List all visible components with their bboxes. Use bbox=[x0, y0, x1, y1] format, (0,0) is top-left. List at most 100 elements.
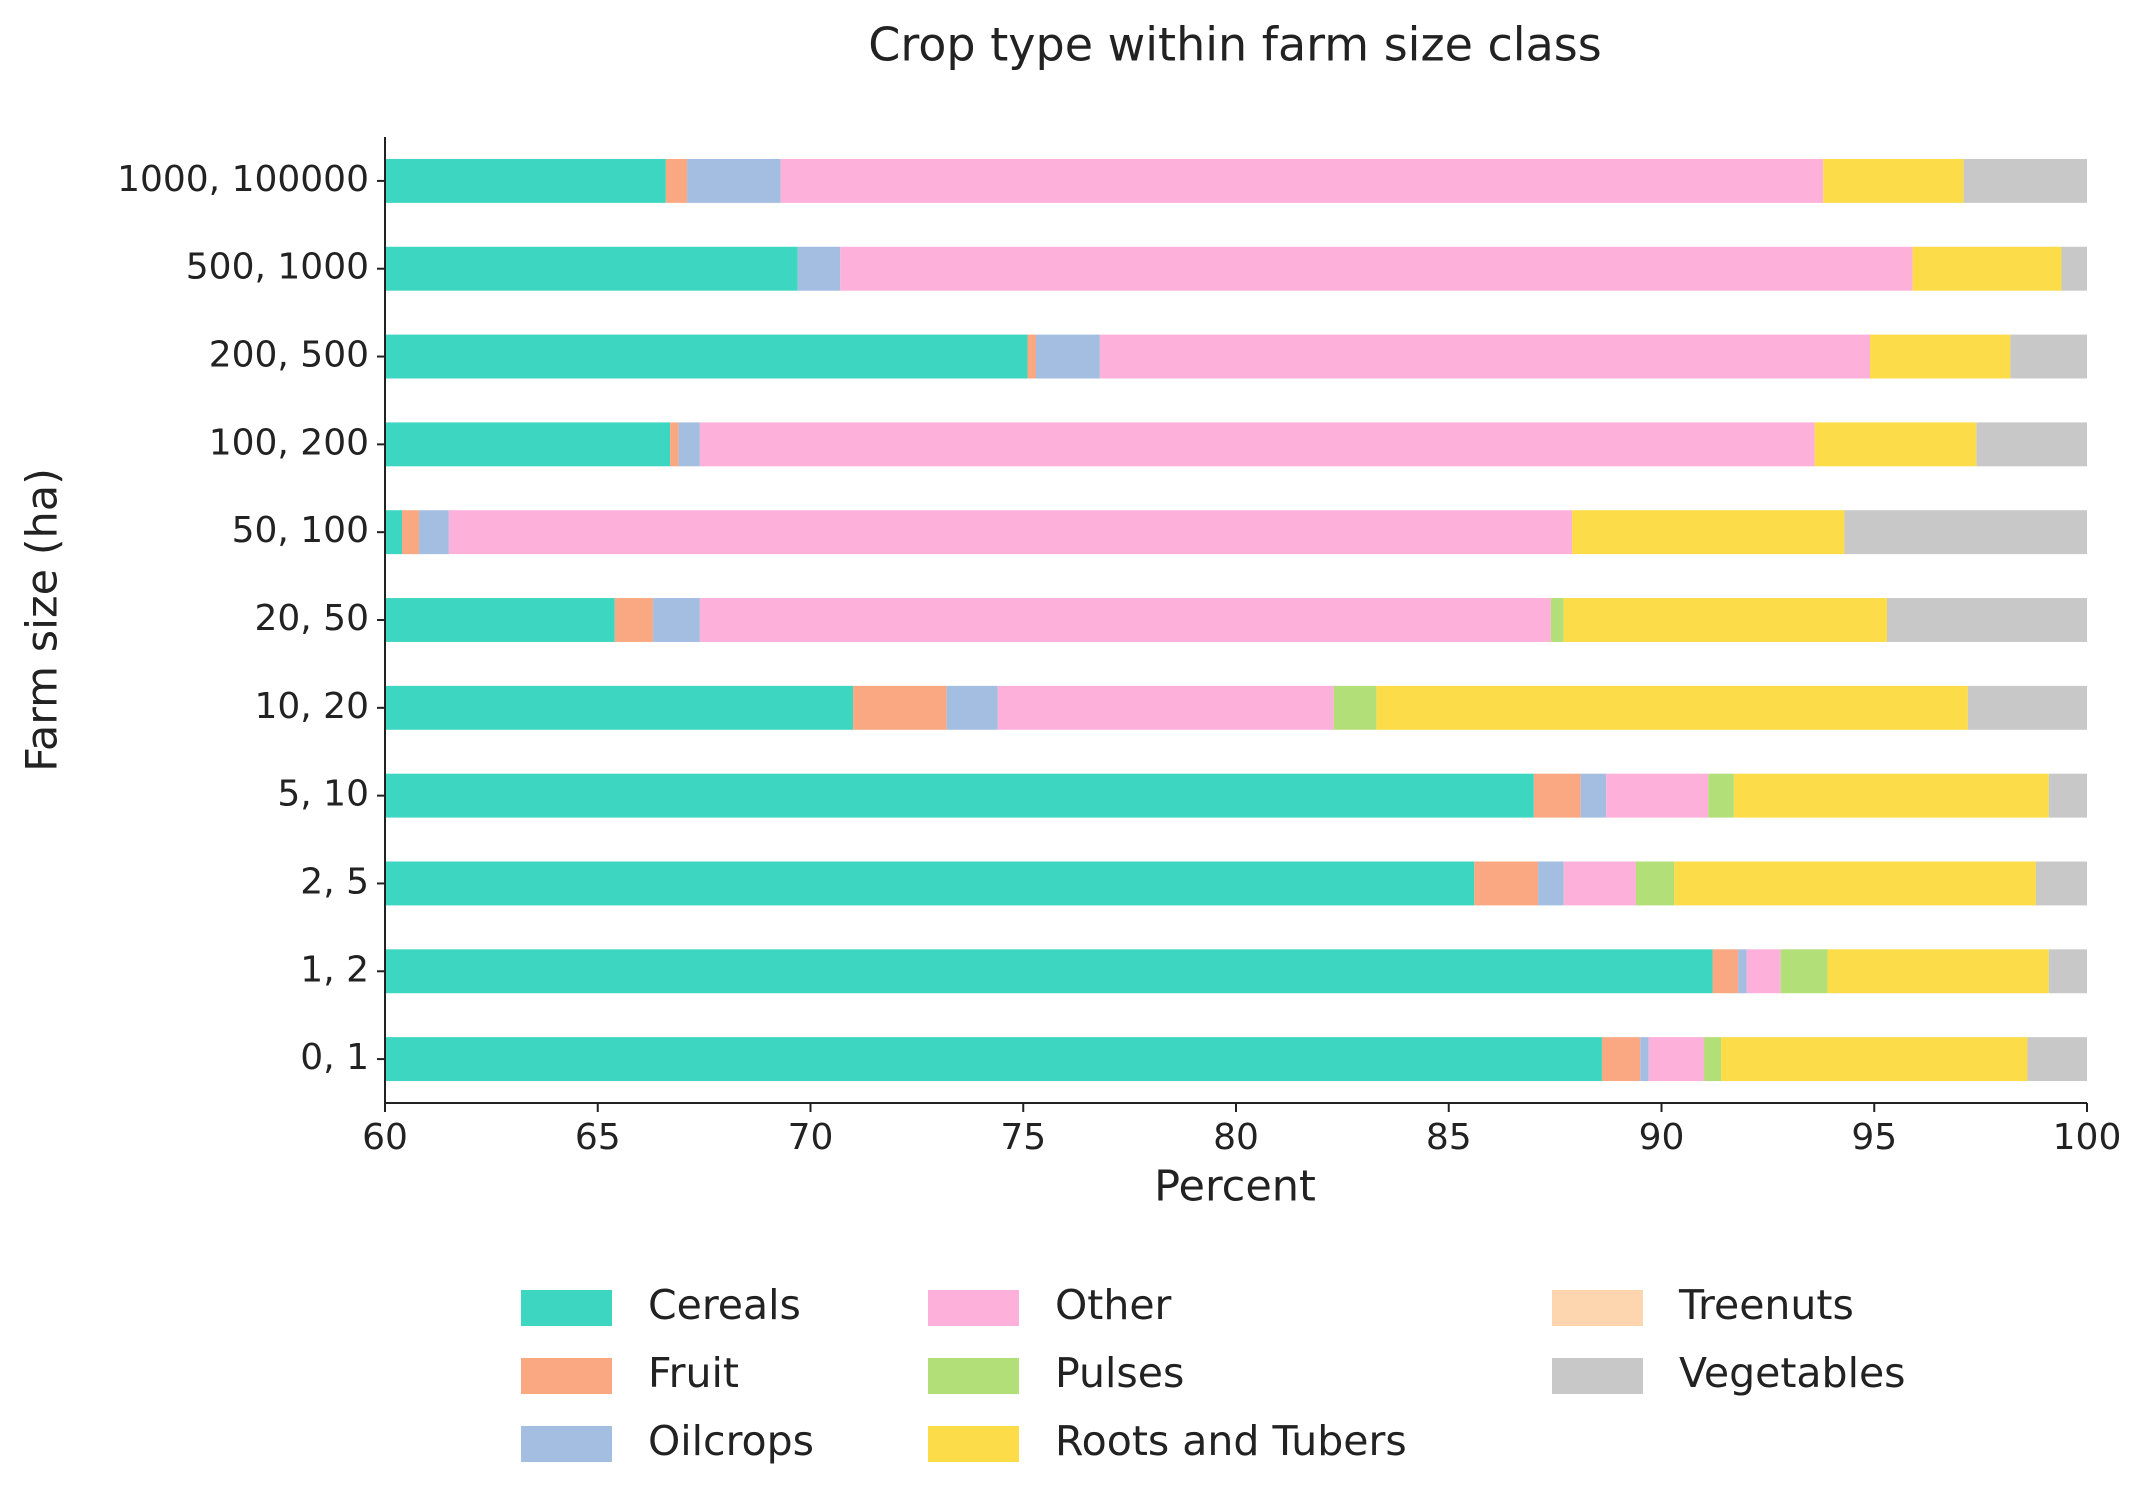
bar-segment bbox=[2035, 861, 2087, 906]
bar-segment bbox=[1827, 949, 2049, 994]
bar-segment bbox=[385, 773, 1534, 818]
legend-label: Vegetables bbox=[1679, 1349, 1906, 1397]
y-tick-label: 50, 100 bbox=[232, 510, 369, 551]
legend-label: Pulses bbox=[1055, 1349, 1184, 1397]
y-axis-label: Farm size (ha) bbox=[18, 468, 68, 772]
bar-segment bbox=[1572, 510, 1845, 555]
legend-swatch bbox=[928, 1358, 1019, 1394]
legend-label: Treenuts bbox=[1678, 1281, 1854, 1329]
y-tick-label: 500, 1000 bbox=[186, 247, 369, 288]
bar-segment bbox=[665, 158, 688, 203]
bar-segment bbox=[2010, 334, 2087, 379]
bar-segment bbox=[853, 685, 947, 730]
x-tick-label: 65 bbox=[575, 1117, 621, 1158]
bar-segment bbox=[385, 334, 1028, 379]
x-tick-label: 75 bbox=[1000, 1117, 1046, 1158]
bar-segment bbox=[1704, 1037, 1722, 1082]
chart-title: Crop type within farm size class bbox=[868, 18, 1601, 72]
bar-segment bbox=[1814, 422, 1977, 467]
x-tick-label: 70 bbox=[788, 1117, 834, 1158]
bar-segment bbox=[385, 158, 666, 203]
legend-label: Roots and Tubers bbox=[1055, 1417, 1407, 1465]
bar-segment bbox=[385, 510, 403, 555]
bar-segment bbox=[385, 861, 1475, 906]
x-tick-label: 80 bbox=[1213, 1117, 1259, 1158]
bar-segment bbox=[1550, 598, 1564, 642]
bar-segment bbox=[385, 685, 854, 730]
legend-swatch bbox=[521, 1290, 612, 1326]
bar-segment bbox=[1036, 334, 1100, 379]
bar-segment bbox=[840, 246, 1913, 291]
bar-segment bbox=[780, 158, 1824, 203]
bar-segment bbox=[2048, 949, 2087, 994]
bar-segment bbox=[1823, 158, 1964, 203]
x-tick-label: 90 bbox=[1639, 1117, 1685, 1158]
bar-segment bbox=[1580, 773, 1607, 818]
y-tick-label: 0, 1 bbox=[300, 1037, 369, 1078]
x-tick-label: 85 bbox=[1426, 1117, 1472, 1158]
bar-segment bbox=[1563, 861, 1636, 906]
y-tick-label: 2, 5 bbox=[300, 861, 369, 902]
y-tick-label: 1000, 100000 bbox=[117, 159, 369, 200]
y-tick-label: 5, 10 bbox=[277, 774, 369, 815]
bar-segment bbox=[402, 510, 420, 555]
x-tick-label: 95 bbox=[1851, 1117, 1897, 1158]
bar-segment bbox=[1976, 422, 2087, 467]
bar-segment bbox=[797, 246, 841, 291]
bar-segment bbox=[687, 158, 781, 203]
legend-label: Oilcrops bbox=[648, 1417, 814, 1465]
bar-segment bbox=[448, 510, 1573, 555]
bar-segment bbox=[699, 598, 1551, 642]
x-tick-label: 100 bbox=[2053, 1117, 2122, 1158]
bar-segment bbox=[1963, 158, 2087, 203]
y-tick-label: 100, 200 bbox=[209, 422, 369, 463]
y-tick-label: 1, 2 bbox=[300, 949, 369, 990]
legend-swatch bbox=[521, 1358, 612, 1394]
bar-segment bbox=[1844, 510, 2087, 555]
bar-segment bbox=[1333, 685, 1377, 730]
bar-segment bbox=[614, 598, 654, 642]
legend-swatch bbox=[1552, 1290, 1643, 1326]
bar-segment bbox=[1674, 861, 2036, 906]
bar-segment bbox=[385, 422, 671, 467]
bar-segment bbox=[385, 1037, 1602, 1082]
bar-segment bbox=[1869, 334, 2011, 379]
bar-segment bbox=[1733, 773, 2049, 818]
bar-segment bbox=[385, 246, 798, 291]
bar-segment bbox=[1738, 949, 1747, 994]
bar-segment bbox=[1563, 598, 1888, 642]
legend-swatch bbox=[521, 1426, 612, 1462]
legend-label: Other bbox=[1055, 1281, 1172, 1329]
bar-segment bbox=[1967, 685, 2087, 730]
bar-segment bbox=[1780, 949, 1828, 994]
bar-segment bbox=[1538, 861, 1564, 906]
bar-segment bbox=[1887, 598, 2087, 642]
bar-segment bbox=[1099, 334, 1870, 379]
legend-swatch bbox=[1552, 1358, 1643, 1394]
bar-segment bbox=[1708, 773, 1734, 818]
bar-segment bbox=[946, 685, 998, 730]
bar-segment bbox=[1648, 1037, 1705, 1082]
bar-segment bbox=[2027, 1037, 2087, 1082]
bar-segment bbox=[1533, 773, 1581, 818]
bar-segment bbox=[699, 422, 1815, 467]
bar-segment bbox=[997, 685, 1334, 730]
bar-segment bbox=[1474, 861, 1539, 906]
bar-segment bbox=[1746, 949, 1781, 994]
legend-swatch bbox=[928, 1426, 1019, 1462]
x-axis-label: Percent bbox=[1154, 1162, 1316, 1212]
y-tick-label: 10, 20 bbox=[254, 686, 369, 727]
y-tick-label: 20, 50 bbox=[254, 598, 369, 639]
bars bbox=[385, 158, 2087, 1082]
bar-segment bbox=[1376, 685, 1968, 730]
bar-segment bbox=[1640, 1037, 1649, 1082]
bar-segment bbox=[653, 598, 700, 642]
bar-segment bbox=[1635, 861, 1675, 906]
bar-segment bbox=[1712, 949, 1739, 994]
bar-segment bbox=[1027, 334, 1037, 379]
bar-segment bbox=[678, 422, 700, 467]
bar-segment bbox=[2061, 246, 2087, 291]
bar-segment bbox=[419, 510, 449, 555]
bar-segment bbox=[670, 422, 679, 467]
